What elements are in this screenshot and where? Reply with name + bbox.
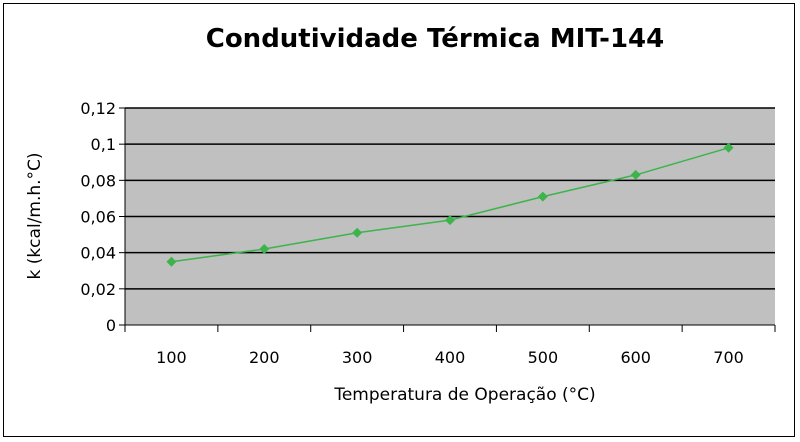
y-tick-label: 0,1: [91, 135, 116, 154]
data-point: [723, 142, 734, 153]
x-tick-label: 700: [713, 348, 744, 367]
x-tick-label: 400: [435, 348, 466, 367]
x-tick-label: 500: [528, 348, 559, 367]
y-tick-label: 0,08: [80, 171, 116, 190]
data-point: [166, 256, 177, 267]
data-point: [537, 191, 548, 202]
data-point: [630, 169, 641, 180]
x-axis-label: Temperatura de Operação (°C): [333, 385, 595, 405]
data-point: [352, 227, 363, 238]
data-point: [259, 244, 270, 255]
y-axis-label: k (kcal/m.h.°C): [25, 152, 45, 279]
y-tick-label: 0,04: [80, 244, 116, 263]
chart-title: Condutividade Térmica MIT-144: [206, 24, 665, 54]
y-tick-labels: 0 0,02 0,04 0,06 0,08 0,1 0,12: [80, 99, 116, 335]
axes: [124, 108, 776, 332]
data-point: [445, 215, 455, 226]
x-tick-labels: 100 200 300 400 500 600 700: [156, 348, 744, 367]
series-points: [166, 142, 734, 267]
y-tick-label: 0,02: [80, 280, 116, 299]
y-tick-label: 0,12: [80, 99, 116, 118]
x-tick-label: 200: [249, 348, 280, 367]
x-tick-label: 100: [156, 348, 187, 367]
x-tick-label: 600: [620, 348, 651, 367]
x-tick-label: 300: [342, 348, 373, 367]
y-tick-label: 0: [106, 316, 116, 335]
y-tick-label: 0,06: [80, 208, 116, 227]
